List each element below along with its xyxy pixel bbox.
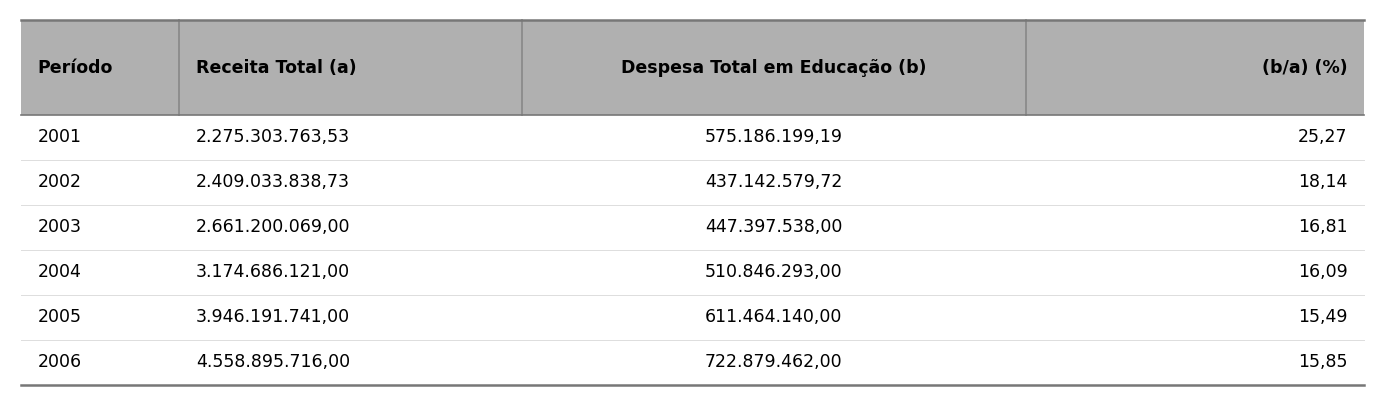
Text: 611.464.140,00: 611.464.140,00: [705, 308, 842, 326]
Text: 25,27: 25,27: [1298, 128, 1348, 147]
Text: 510.846.293,00: 510.846.293,00: [705, 263, 842, 281]
Text: Receita Total (a): Receita Total (a): [195, 59, 356, 77]
Text: 2004: 2004: [37, 263, 82, 281]
Text: 15,85: 15,85: [1298, 353, 1348, 371]
Text: 18,14: 18,14: [1298, 173, 1348, 192]
Text: 2.409.033.838,73: 2.409.033.838,73: [195, 173, 350, 192]
Text: 3.946.191.741,00: 3.946.191.741,00: [195, 308, 350, 326]
Text: 3.174.686.121,00: 3.174.686.121,00: [195, 263, 350, 281]
Text: (b/a) (%): (b/a) (%): [1262, 59, 1348, 77]
Text: 2003: 2003: [37, 218, 82, 237]
Text: 437.142.579,72: 437.142.579,72: [705, 173, 842, 192]
Text: 2005: 2005: [37, 308, 82, 326]
Text: 447.397.538,00: 447.397.538,00: [705, 218, 842, 237]
Text: 2.275.303.763,53: 2.275.303.763,53: [195, 128, 350, 147]
Bar: [21, 20, 1364, 115]
Text: 2.661.200.069,00: 2.661.200.069,00: [195, 218, 350, 237]
Text: 575.186.199,19: 575.186.199,19: [705, 128, 843, 147]
Text: 15,49: 15,49: [1298, 308, 1348, 326]
Text: 2001: 2001: [37, 128, 82, 147]
Text: 4.558.895.716,00: 4.558.895.716,00: [195, 353, 350, 371]
Text: 722.879.462,00: 722.879.462,00: [705, 353, 842, 371]
Text: Período: Período: [37, 59, 112, 77]
Text: 16,09: 16,09: [1298, 263, 1348, 281]
Text: Despesa Total em Educação (b): Despesa Total em Educação (b): [620, 59, 927, 77]
Text: 16,81: 16,81: [1298, 218, 1348, 237]
Text: 2002: 2002: [37, 173, 82, 192]
Text: 2006: 2006: [37, 353, 82, 371]
